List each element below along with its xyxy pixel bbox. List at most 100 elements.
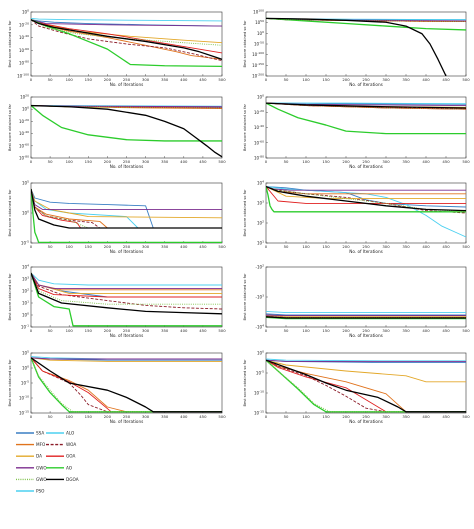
x-tick-label: 300 [142, 244, 150, 249]
x-tick-label: 500 [218, 159, 226, 164]
series-line-c3 [266, 359, 466, 362]
series-line-c9 [31, 357, 222, 413]
x-tick-label: 200 [104, 244, 112, 249]
x-tick-label: 250 [362, 77, 370, 82]
x-tick-label: 300 [382, 328, 390, 333]
y-axis-label: Best score obtained so far [8, 103, 12, 151]
legend-label: AO [66, 465, 73, 470]
x-tick-label: 350 [161, 328, 169, 333]
x-tick-label: 400 [422, 244, 430, 249]
series-line-c4 [31, 357, 222, 413]
x-tick-label: 0 [265, 77, 268, 82]
x-tick-label: 100 [302, 77, 310, 82]
plot-area [265, 11, 467, 77]
x-tick-label: 150 [322, 77, 330, 82]
x-tick-label: 450 [199, 244, 207, 249]
x-tick-label: 150 [85, 77, 93, 82]
series-line-c3 [31, 357, 222, 360]
x-tick-label: 350 [402, 77, 410, 82]
x-tick-label: 500 [218, 414, 226, 419]
x-tick-label: 300 [142, 77, 150, 82]
series-group [31, 356, 222, 413]
y-tick-label: 102 [22, 288, 29, 294]
series-line-c9 [266, 185, 466, 212]
x-tick-label: 500 [218, 328, 226, 333]
x-tick-label: 250 [123, 159, 131, 164]
x-tick-label: 100 [66, 77, 74, 82]
series-line-c3 [266, 314, 466, 317]
y-axis-label: Best score obtained so far [243, 103, 247, 151]
x-axis-label: No. of Iterations [110, 82, 144, 87]
x-tick-label: 400 [422, 159, 430, 164]
x-tick-label: 150 [85, 414, 93, 419]
chart-panel-10: F10-Dim(10)Best score obtained so far100… [243, 350, 470, 425]
chart-panel-6: F6-Dim(10)Best score obtained so far1041… [243, 180, 470, 255]
series-line-c5 [266, 358, 466, 362]
legend-label: WOA [66, 442, 76, 447]
x-tick-label: 300 [142, 159, 150, 164]
legend-label: PSO [36, 489, 45, 494]
x-tick-label: 250 [123, 77, 131, 82]
y-axis-label: Best score obtained so far [8, 359, 12, 407]
series-line-c0 [31, 188, 222, 229]
legend-label: GOA [66, 454, 75, 459]
x-tick-label: 0 [30, 414, 33, 419]
y-tick-label: 100 [257, 350, 264, 356]
x-tick-label: 150 [322, 328, 330, 333]
x-tick-label: 50 [48, 244, 53, 249]
x-tick-label: 50 [284, 244, 289, 249]
y-tick-label: 10-20 [19, 118, 29, 124]
x-tick-label: 450 [442, 328, 450, 333]
y-tick-label: 1050 [255, 19, 264, 25]
x-tick-label: 50 [48, 414, 53, 419]
y-tick-label: 104 [22, 264, 29, 270]
series-line-c3 [31, 19, 222, 27]
x-tick-label: 0 [265, 414, 268, 419]
y-tick-label: 104 [257, 180, 264, 186]
series-line-c9 [31, 19, 222, 60]
y-tick-label: 10-1 [21, 324, 29, 330]
series-line-c8 [31, 357, 222, 413]
y-tick-label: 10-40 [19, 34, 29, 40]
legend-label: DA [36, 454, 42, 459]
x-tick-label: 250 [123, 414, 131, 419]
series-line-c9 [266, 102, 466, 109]
series-line-c9 [31, 272, 222, 315]
series-line-c7 [31, 272, 222, 298]
y-tick-label: 10-80 [254, 155, 264, 161]
y-tick-label: 10-150 [252, 62, 264, 68]
y-tick-label: -104 [256, 324, 265, 330]
x-tick-label: 500 [462, 328, 470, 333]
y-axis-label: Best score obtained so far [8, 20, 12, 68]
x-tick-label: 50 [48, 77, 53, 82]
x-tick-label: 200 [342, 244, 350, 249]
legend-label: SSA [36, 431, 44, 436]
x-tick-label: 450 [199, 414, 207, 419]
x-tick-label: 50 [48, 159, 53, 164]
y-tick-label: 103 [257, 200, 264, 206]
x-tick-label: 300 [382, 414, 390, 419]
y-tick-label: 1020 [20, 94, 29, 100]
y-tick-label: 10-15 [19, 410, 29, 416]
x-tick-label: 350 [161, 414, 169, 419]
series-group [266, 310, 466, 320]
y-tick-label: 105 [22, 350, 29, 356]
y-axis-label: Best score obtained so far [8, 273, 12, 321]
y-tick-label: 100 [22, 106, 29, 112]
y-tick-label: 10-60 [19, 47, 29, 53]
y-tick-label: 102 [257, 220, 264, 226]
y-tick-label: 10-10 [19, 395, 29, 401]
series-line-c9 [31, 188, 222, 229]
y-tick-label: 10-20 [254, 109, 264, 115]
x-tick-label: 400 [180, 328, 188, 333]
y-tick-label: 10-80 [19, 60, 29, 66]
legend-label: GWO [36, 465, 47, 470]
x-tick-label: 500 [462, 414, 470, 419]
series-line-c2 [31, 188, 222, 219]
x-tick-label: 400 [422, 328, 430, 333]
x-tick-label: 500 [462, 77, 470, 82]
x-tick-label: 200 [342, 77, 350, 82]
series-line-c9 [266, 359, 466, 413]
x-tick-label: 200 [342, 328, 350, 333]
